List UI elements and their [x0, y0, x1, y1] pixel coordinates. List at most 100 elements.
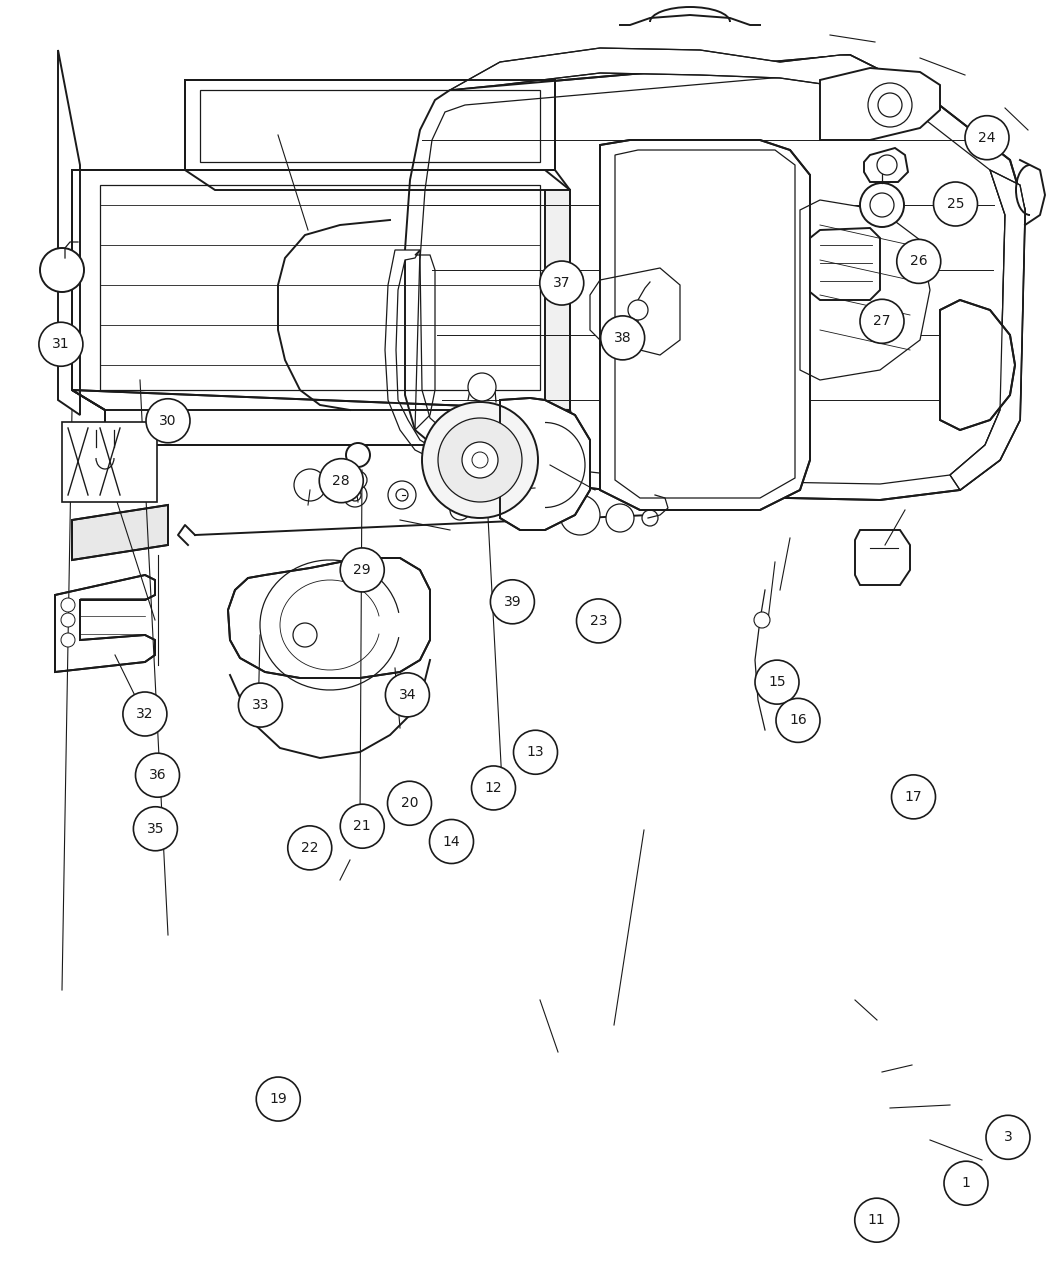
Text: 38: 38	[614, 332, 631, 344]
Circle shape	[490, 580, 534, 623]
Text: 25: 25	[947, 198, 964, 210]
Circle shape	[340, 805, 384, 848]
Polygon shape	[940, 300, 1015, 430]
Circle shape	[606, 504, 634, 532]
Circle shape	[146, 399, 190, 442]
Polygon shape	[55, 575, 155, 672]
Text: 37: 37	[553, 277, 570, 289]
Polygon shape	[810, 228, 880, 300]
Text: 34: 34	[399, 688, 416, 701]
Circle shape	[349, 470, 368, 490]
Circle shape	[256, 1077, 300, 1121]
Text: 14: 14	[443, 835, 460, 848]
Text: 3: 3	[1004, 1131, 1012, 1144]
Polygon shape	[590, 268, 680, 354]
Polygon shape	[450, 48, 920, 91]
Circle shape	[385, 673, 429, 717]
Polygon shape	[820, 68, 940, 140]
Text: 19: 19	[270, 1093, 287, 1105]
Polygon shape	[950, 170, 1025, 490]
Circle shape	[860, 300, 904, 343]
Circle shape	[293, 623, 317, 646]
Polygon shape	[600, 140, 810, 510]
Text: 31: 31	[52, 338, 69, 351]
Text: 12: 12	[485, 782, 502, 794]
Circle shape	[388, 481, 416, 509]
Text: 36: 36	[149, 769, 166, 782]
Circle shape	[897, 240, 941, 283]
Circle shape	[776, 699, 820, 742]
Circle shape	[340, 548, 384, 592]
Circle shape	[986, 1116, 1030, 1159]
Circle shape	[346, 442, 370, 467]
Circle shape	[468, 374, 496, 402]
Circle shape	[39, 323, 83, 366]
Circle shape	[877, 156, 897, 175]
Text: 33: 33	[252, 699, 269, 711]
Circle shape	[628, 300, 648, 320]
Bar	[62, 422, 158, 502]
Circle shape	[61, 613, 75, 627]
Circle shape	[422, 402, 538, 518]
Circle shape	[560, 495, 600, 536]
Text: 17: 17	[905, 790, 922, 803]
Circle shape	[387, 782, 432, 825]
Circle shape	[238, 683, 282, 727]
Text: 27: 27	[874, 315, 890, 328]
Circle shape	[878, 93, 902, 117]
Circle shape	[438, 418, 522, 502]
Circle shape	[855, 1198, 899, 1242]
Circle shape	[61, 598, 75, 612]
Circle shape	[933, 182, 978, 226]
Polygon shape	[228, 558, 430, 678]
Circle shape	[319, 459, 363, 502]
Circle shape	[870, 193, 894, 217]
Text: 22: 22	[301, 842, 318, 854]
Circle shape	[288, 826, 332, 870]
Text: 15: 15	[769, 676, 785, 688]
Circle shape	[471, 766, 516, 810]
Text: 32: 32	[136, 708, 153, 720]
Text: 16: 16	[790, 714, 806, 727]
Polygon shape	[855, 530, 910, 585]
Polygon shape	[800, 200, 930, 380]
Circle shape	[61, 632, 75, 646]
Circle shape	[601, 316, 645, 360]
Polygon shape	[405, 55, 1025, 500]
Circle shape	[944, 1162, 988, 1205]
Circle shape	[462, 442, 498, 478]
Circle shape	[429, 820, 474, 863]
Circle shape	[349, 490, 361, 501]
Text: 23: 23	[590, 615, 607, 627]
Circle shape	[450, 500, 470, 520]
Text: 11: 11	[868, 1214, 885, 1227]
Circle shape	[868, 83, 912, 128]
Polygon shape	[72, 170, 570, 411]
Circle shape	[133, 807, 177, 850]
Text: 26: 26	[910, 255, 927, 268]
Text: 29: 29	[354, 564, 371, 576]
Text: 28: 28	[333, 474, 350, 487]
Text: 21: 21	[354, 820, 371, 833]
Text: 13: 13	[527, 746, 544, 759]
Circle shape	[965, 116, 1009, 159]
Text: 24: 24	[979, 131, 995, 144]
Circle shape	[40, 249, 84, 292]
Circle shape	[860, 184, 904, 227]
Polygon shape	[185, 80, 555, 170]
Circle shape	[135, 754, 180, 797]
Circle shape	[642, 510, 658, 527]
Circle shape	[343, 483, 368, 507]
Polygon shape	[545, 170, 575, 445]
Polygon shape	[500, 398, 590, 530]
Circle shape	[540, 261, 584, 305]
Circle shape	[513, 731, 558, 774]
Polygon shape	[864, 148, 908, 182]
Text: 1: 1	[962, 1177, 970, 1190]
Text: 30: 30	[160, 414, 176, 427]
Polygon shape	[72, 390, 575, 445]
Text: 35: 35	[147, 822, 164, 835]
Circle shape	[294, 469, 325, 501]
Circle shape	[396, 490, 408, 501]
Circle shape	[755, 660, 799, 704]
